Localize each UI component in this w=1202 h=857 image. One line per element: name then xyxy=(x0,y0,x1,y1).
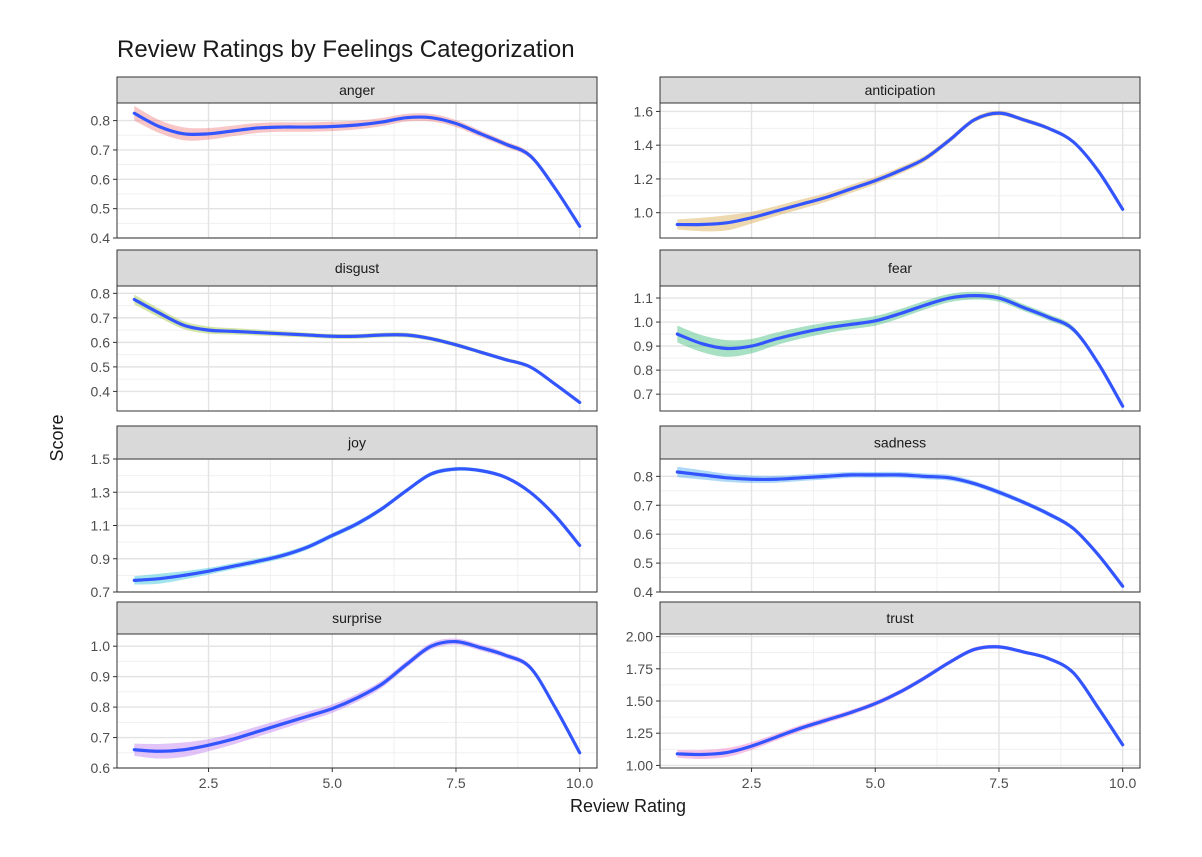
y-tick-label: 1.2 xyxy=(634,171,654,187)
y-tick-label: 2.00 xyxy=(626,629,653,645)
y-tick-label: 0.6 xyxy=(634,526,654,542)
smooth-line-joy xyxy=(132,467,582,582)
y-tick-label: 0.8 xyxy=(634,362,654,378)
smooth-line-surprise xyxy=(132,639,582,755)
facet-panels: anger 0.4 0.5 0.6 0.7 0.8 anticipation 1.0 1.2 1.… xyxy=(91,76,1141,791)
facet-strip xyxy=(659,425,1141,460)
y-tick-label: 1.5 xyxy=(91,451,111,467)
facet-strip-label: fear xyxy=(888,260,912,276)
facet-strip-label: anger xyxy=(339,82,375,98)
y-tick-label: 0.9 xyxy=(91,669,111,685)
y-tick-label: 1.0 xyxy=(634,314,654,330)
y-tick-label: 0.6 xyxy=(91,760,111,776)
y-tick-label: 0.7 xyxy=(91,142,111,158)
y-tick-label: 1.75 xyxy=(626,661,653,677)
facet-panel-joy: joy 0.7 0.9 1.1 1.3 1.5 xyxy=(91,425,598,600)
smooth-line-anticipation xyxy=(675,111,1125,227)
panel-border xyxy=(659,458,1141,593)
y-tick-label: 1.1 xyxy=(634,290,654,306)
x-tick-label: 10.0 xyxy=(566,775,593,791)
x-tick-label: 2.5 xyxy=(742,775,762,791)
facet-strip xyxy=(659,76,1141,104)
smooth-line-anger xyxy=(132,111,582,228)
y-tick-label: 0.7 xyxy=(634,386,654,402)
x-tick-label: 10.0 xyxy=(1109,775,1136,791)
facet-strip xyxy=(659,249,1141,287)
y-tick-label: 1.6 xyxy=(634,103,654,119)
panel-border xyxy=(116,633,598,769)
y-tick-label: 0.6 xyxy=(91,334,111,350)
y-tick-label: 0.8 xyxy=(91,699,111,715)
facet-strip xyxy=(659,601,1141,635)
y-tick-label: 0.8 xyxy=(91,113,111,129)
y-tick-label: 1.25 xyxy=(626,725,653,741)
y-tick-label: 0.8 xyxy=(91,285,111,301)
facet-strip-label: trust xyxy=(886,610,913,626)
smooth-line-sadness xyxy=(675,470,1125,588)
smooth-line-disgust xyxy=(132,297,582,405)
y-tick-label: 0.5 xyxy=(91,359,111,375)
panel-border xyxy=(116,285,598,412)
x-tick-label: 2.5 xyxy=(199,775,219,791)
panel-background xyxy=(117,286,597,411)
y-tick-label: 1.3 xyxy=(91,484,111,500)
smooth-line-fear xyxy=(675,294,1125,408)
x-axis-title: Review Rating xyxy=(570,796,686,816)
confidence-ribbon-trust xyxy=(677,644,1123,759)
panel-background xyxy=(117,634,597,768)
y-tick-label: 0.7 xyxy=(634,497,654,513)
y-tick-label: 0.6 xyxy=(91,171,111,187)
y-tick-label: 1.0 xyxy=(634,205,654,221)
facet-panel-trust: trust 1.00 1.25 1.50 1.75 2.00 2.5 5.0 7.5 10.0 xyxy=(626,601,1141,791)
facet-panel-sadness: sadness 0.4 0.5 0.6 0.7 0.8 xyxy=(634,425,1141,600)
facet-strip xyxy=(116,76,598,104)
panel-border xyxy=(116,102,598,239)
panel-border xyxy=(659,285,1141,412)
y-tick-label: 0.4 xyxy=(634,584,654,600)
x-tick-label: 7.5 xyxy=(989,775,1009,791)
y-tick-label: 0.5 xyxy=(634,555,654,571)
y-tick-label: 0.9 xyxy=(634,338,654,354)
y-tick-label: 1.00 xyxy=(626,757,653,773)
y-tick-label: 1.50 xyxy=(626,693,653,709)
facet-strip xyxy=(116,601,598,635)
facet-panel-anger: anger 0.4 0.5 0.6 0.7 0.8 xyxy=(91,76,598,246)
y-tick-label: 0.7 xyxy=(91,584,111,600)
y-tick-label: 0.4 xyxy=(91,383,111,399)
y-tick-label: 1.0 xyxy=(91,638,111,654)
y-tick-label: 0.5 xyxy=(91,201,111,217)
y-tick-label: 0.7 xyxy=(91,730,111,746)
y-tick-label: 1.4 xyxy=(634,137,654,153)
facet-strip-label: disgust xyxy=(335,260,379,276)
facet-panel-surprise: surprise 0.6 0.7 0.8 0.9 1.0 2.5 5.0 7.5 10.0 xyxy=(91,601,598,791)
y-tick-label: 0.7 xyxy=(91,310,111,326)
facet-strip xyxy=(116,249,598,287)
x-tick-label: 5.0 xyxy=(323,775,343,791)
facet-strip-label: surprise xyxy=(332,610,382,626)
panel-border xyxy=(659,102,1141,239)
facet-strip-label: sadness xyxy=(874,435,926,451)
smooth-line-trust xyxy=(675,645,1125,757)
facet-strip-label: joy xyxy=(347,435,366,451)
x-tick-label: 7.5 xyxy=(446,775,466,791)
y-tick-label: 0.8 xyxy=(634,468,654,484)
panel-background xyxy=(660,459,1140,592)
facet-panel-fear: fear 0.7 0.8 0.9 1.0 1.1 xyxy=(634,249,1141,412)
chart-title: Review Ratings by Feelings Categorizatio… xyxy=(117,36,575,63)
y-axis-title: Score xyxy=(47,414,67,461)
facet-strip-label: anticipation xyxy=(865,82,936,98)
confidence-ribbon-joy xyxy=(134,466,580,585)
y-tick-label: 0.9 xyxy=(91,551,111,567)
y-tick-label: 0.4 xyxy=(91,230,111,246)
x-tick-label: 5.0 xyxy=(866,775,886,791)
facet-panel-disgust: disgust 0.4 0.5 0.6 0.7 0.8 xyxy=(91,249,598,412)
facet-strip xyxy=(116,425,598,460)
y-tick-label: 1.1 xyxy=(91,518,111,534)
facet-panel-anticipation: anticipation 1.0 1.2 1.4 1.6 xyxy=(634,76,1141,239)
